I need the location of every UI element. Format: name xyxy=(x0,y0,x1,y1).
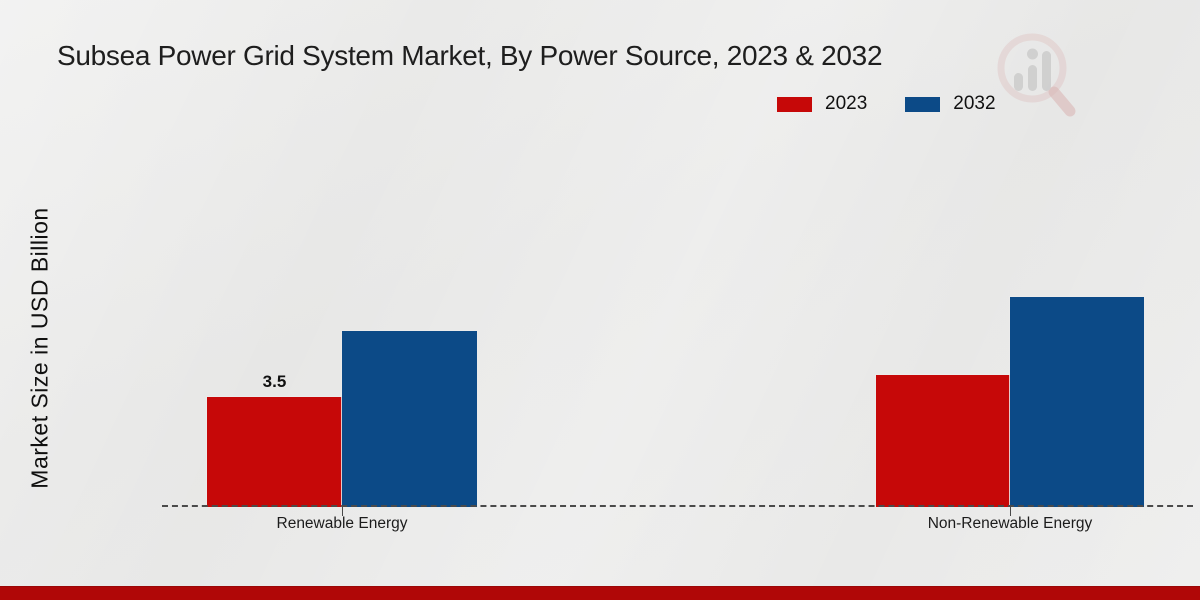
bar-2023-renewable-energy: 3.5 xyxy=(207,372,342,507)
bar-2032-renewable-energy xyxy=(342,331,477,507)
footer-accent-band xyxy=(0,586,1200,600)
bar-2032-non-renewable-energy xyxy=(1010,297,1144,507)
bar-group-non-renewable-energy xyxy=(876,297,1144,507)
y-axis-label: Market Size in USD Billion xyxy=(26,207,53,489)
bar-group-renewable-energy: 3.5 xyxy=(207,331,477,507)
legend-label-2032: 2032 xyxy=(953,93,996,114)
legend-item-2032: 2032 xyxy=(905,93,996,115)
x-axis-baseline xyxy=(162,505,1193,507)
legend: 2023 2032 xyxy=(777,93,996,115)
magnifier-bar-chart-logo-icon xyxy=(997,33,1076,117)
category-label-non-renewable-energy: Non-Renewable Energy xyxy=(927,515,1093,532)
bar-2023-non-renewable-energy xyxy=(876,375,1010,507)
chart-title: Subsea Power Grid System Market, By Powe… xyxy=(57,40,883,71)
axis-tick xyxy=(1010,506,1011,516)
legend-label-2023: 2023 xyxy=(825,93,868,114)
legend-swatch-2023 xyxy=(777,96,812,112)
axis-tick xyxy=(342,506,343,516)
legend-swatch-2032 xyxy=(905,96,941,112)
category-label-renewable-energy: Renewable Energy xyxy=(276,515,408,532)
bar-value-label: 3.5 xyxy=(262,372,287,391)
legend-item-2023: 2023 xyxy=(777,93,867,115)
